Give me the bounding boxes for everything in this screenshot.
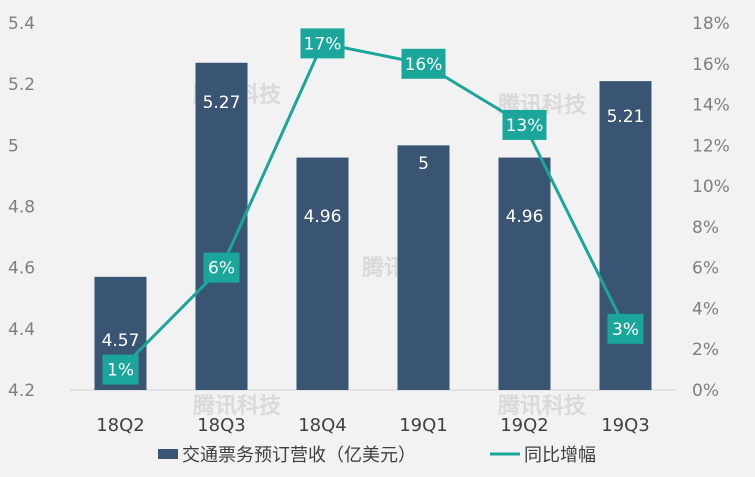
right-tick-label: 16%	[692, 55, 730, 75]
line-data-labels: 1% 6% 17% 16% 13% 3%	[102, 28, 644, 385]
category-label: 18Q2	[96, 415, 145, 436]
right-tick-label: 4%	[692, 299, 719, 319]
growth-label-text: 17%	[304, 34, 342, 54]
left-tick-label: 5.2	[8, 75, 35, 95]
category-label: 18Q3	[197, 415, 246, 436]
category-label: 19Q1	[399, 415, 448, 436]
growth-label-text: 13%	[506, 116, 544, 136]
left-tick-label: 5.4	[8, 14, 35, 34]
legend-bar-swatch	[158, 449, 178, 459]
right-tick-label: 2%	[692, 340, 719, 360]
bar	[296, 157, 349, 390]
bar-value-label: 5.27	[203, 93, 241, 113]
right-tick-label: 6%	[692, 259, 719, 279]
watermark: 腾讯科技	[193, 394, 282, 419]
growth-line	[119, 41, 627, 371]
right-tick-label: 14%	[692, 96, 730, 116]
bar-value-label: 4.96	[304, 207, 342, 227]
legend: 交通票务预订营收（亿美元） 同比增幅	[158, 445, 596, 466]
bar	[498, 157, 551, 390]
left-tick-label: 4.4	[8, 320, 35, 340]
category-labels: 18Q2 18Q3 18Q4 19Q1 19Q2 19Q3	[96, 415, 650, 436]
bar	[397, 145, 450, 390]
category-label: 18Q4	[298, 415, 347, 436]
right-axis: 0% 2% 4% 6% 8% 10% 12% 14% 16% 18%	[692, 14, 730, 401]
growth-label-box	[502, 109, 547, 140]
growth-label-text: 3%	[612, 320, 639, 340]
growth-label-box	[401, 48, 446, 79]
growth-label-text: 6%	[208, 259, 235, 279]
growth-label-box	[102, 354, 139, 385]
legend-line-label: 同比增幅	[524, 445, 596, 466]
growth-label: 13%	[502, 109, 547, 140]
right-tick-label: 8%	[692, 218, 719, 238]
growth-label-text: 1%	[107, 361, 134, 381]
legend-bar-label: 交通票务预订营收（亿美元）	[182, 445, 416, 466]
left-axis: 4.2 4.4 4.6 4.8 5 5.2 5.4	[8, 14, 35, 401]
category-label: 19Q2	[500, 415, 549, 436]
left-tick-label: 4.8	[8, 198, 35, 218]
growth-label: 6%	[203, 252, 240, 283]
right-tick-label: 18%	[692, 14, 730, 34]
right-tick-label: 12%	[692, 136, 730, 156]
growth-label: 3%	[607, 313, 644, 344]
bar-value-label: 5	[418, 154, 429, 174]
left-tick-label: 4.2	[8, 381, 35, 401]
left-tick-label: 5	[8, 136, 19, 156]
bar-series: 4.57 5.27 4.96 5 4.96 5.21	[94, 62, 652, 391]
growth-label-box	[203, 252, 240, 283]
growth-label-box	[607, 313, 644, 344]
growth-label-box	[300, 28, 345, 59]
growth-label: 17%	[300, 28, 345, 59]
growth-label-text: 16%	[405, 55, 443, 75]
right-tick-label: 0%	[692, 381, 719, 401]
left-tick-label: 4.6	[8, 259, 35, 279]
watermarks: 腾讯科技腾讯科技腾讯科技腾讯科技腾讯科技	[193, 83, 587, 419]
right-tick-label: 10%	[692, 177, 730, 197]
bar-value-label: 4.57	[102, 331, 140, 351]
watermark: 腾讯科技	[498, 394, 587, 419]
growth-label: 1%	[102, 354, 139, 385]
growth-label: 16%	[401, 48, 446, 79]
category-label: 19Q3	[601, 415, 650, 436]
bar-value-label: 5.21	[607, 107, 645, 127]
bar-value-label: 4.96	[506, 207, 544, 227]
